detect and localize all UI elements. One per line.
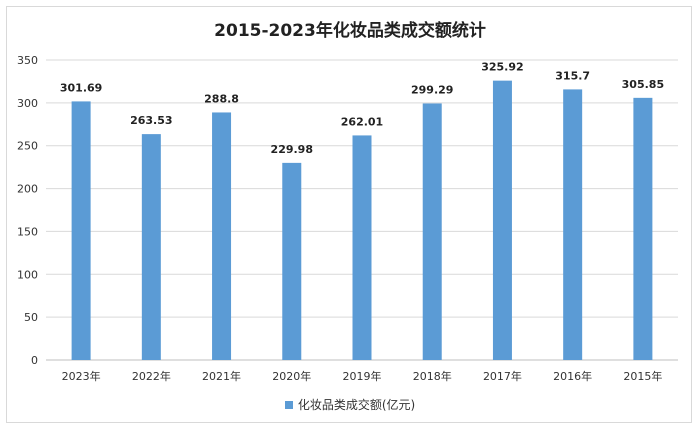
x-tick-label: 2015年 bbox=[623, 369, 662, 383]
legend: 化妆品类成交额(亿元) bbox=[0, 396, 700, 413]
x-tick-label: 2022年 bbox=[132, 369, 171, 383]
bars bbox=[71, 80, 653, 361]
data-label: 288.8 bbox=[204, 92, 239, 105]
bar bbox=[282, 162, 302, 360]
data-label: 262.01 bbox=[341, 115, 383, 128]
x-tick-label: 2021年 bbox=[202, 369, 241, 383]
y-axis: 0 50 100 150 200 250 300 350 bbox=[17, 54, 38, 367]
bar bbox=[492, 80, 512, 360]
data-label: 229.98 bbox=[271, 143, 313, 156]
data-labels: 301.69 263.53 288.8 229.98 262.01 299.29 325.9… bbox=[60, 61, 664, 156]
data-label: 305.85 bbox=[622, 78, 664, 91]
x-tick-label: 2019年 bbox=[343, 369, 382, 383]
x-axis: 2023年 2022年 2021年 2020年 2019年 2018年 2017年 2016年… bbox=[62, 369, 663, 383]
legend-swatch bbox=[284, 400, 293, 409]
bar bbox=[422, 103, 442, 361]
x-tick-label: 2016年 bbox=[553, 369, 592, 383]
x-tick-label: 2020年 bbox=[272, 369, 311, 383]
data-label: 263.53 bbox=[130, 114, 172, 127]
chart-title: 2015-2023年化妆品类成交额统计 bbox=[214, 21, 486, 41]
y-tick-label: 150 bbox=[17, 225, 38, 238]
bar bbox=[71, 101, 91, 360]
y-tick-label: 100 bbox=[17, 268, 38, 281]
y-tick-label: 200 bbox=[17, 183, 38, 196]
data-label: 325.92 bbox=[481, 61, 523, 74]
bar bbox=[141, 134, 161, 360]
x-tick-label: 2023年 bbox=[62, 369, 101, 383]
y-tick-label: 0 bbox=[31, 354, 38, 367]
bar bbox=[633, 97, 653, 360]
x-tick-label: 2017年 bbox=[483, 369, 522, 383]
y-tick-label: 50 bbox=[24, 311, 38, 324]
y-tick-label: 250 bbox=[17, 140, 38, 153]
legend-label: 化妆品类成交额(亿元) bbox=[297, 398, 416, 412]
bar bbox=[563, 89, 583, 361]
x-tick-label: 2018年 bbox=[413, 369, 452, 383]
data-label: 299.29 bbox=[411, 83, 453, 96]
bar bbox=[212, 112, 232, 360]
bar bbox=[352, 135, 372, 360]
data-label: 315.7 bbox=[555, 69, 590, 82]
y-tick-label: 300 bbox=[17, 97, 38, 110]
data-label: 301.69 bbox=[60, 81, 102, 94]
y-tick-label: 350 bbox=[17, 54, 38, 67]
